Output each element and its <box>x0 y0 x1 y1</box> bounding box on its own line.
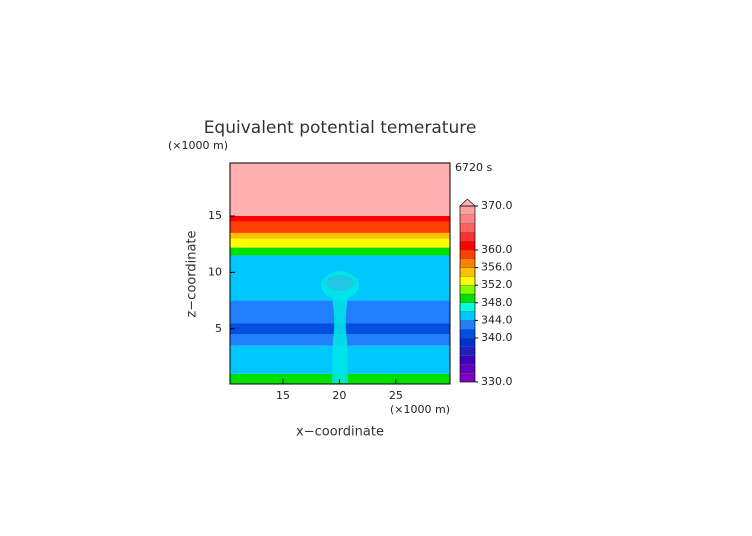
colorbar-cell <box>459 346 476 356</box>
plot-frame <box>229 162 451 385</box>
colorbar-cell <box>459 364 476 374</box>
y-unit: (×1000 m) <box>168 139 228 152</box>
colorbar-cell <box>459 373 476 383</box>
colorbar-cell <box>459 249 476 259</box>
colorbar-tick-label: 370.0 <box>481 199 513 212</box>
colorbar-tick-label: 344.0 <box>481 313 513 326</box>
colorbar-cell <box>459 311 476 321</box>
colorbar-cell <box>459 302 476 312</box>
colorbar-tick-label: 356.0 <box>481 261 513 274</box>
contour-band <box>230 215 450 222</box>
colorbar-over <box>459 198 476 207</box>
colorbar-frame <box>459 205 476 383</box>
contour-band <box>230 232 450 239</box>
time-label: 6720 s <box>455 161 492 174</box>
contour-band <box>230 238 450 248</box>
colorbar-tick-label: 360.0 <box>481 243 513 256</box>
chart-title: Equivalent potential temerature <box>204 118 477 138</box>
y-tick-label: 5 <box>215 322 222 335</box>
y-tick-label: 15 <box>208 209 222 222</box>
colorbar-cell <box>459 241 476 251</box>
x-tick-label: 25 <box>389 389 403 402</box>
x-tick-label: 15 <box>276 389 290 402</box>
colorbar-cell <box>459 232 476 242</box>
colorbar-cell <box>459 258 476 268</box>
colorbar-cell <box>459 276 476 286</box>
colorbar-tick-label: 330.0 <box>481 375 513 388</box>
y-axis-label: z−coordinate <box>185 230 200 317</box>
colorbar-cell <box>459 205 476 215</box>
colorbar-cell <box>459 285 476 295</box>
x-axis-label: x−coordinate <box>296 425 384 440</box>
colorbar-cell <box>459 293 476 303</box>
contour-band <box>230 247 450 256</box>
plume <box>321 271 359 383</box>
colorbar-cell <box>459 355 476 365</box>
contour-band <box>230 221 450 233</box>
colorbar-tick-label: 348.0 <box>481 296 513 309</box>
contour-band <box>230 163 450 216</box>
colorbar-cell <box>459 223 476 233</box>
x-tick-label: 20 <box>332 389 346 402</box>
y-tick-label: 10 <box>208 265 222 278</box>
colorbar-cell <box>459 267 476 277</box>
colorbar-tick-label: 352.0 <box>481 278 513 291</box>
colorbar-cell <box>459 320 476 330</box>
colorbar-cell <box>459 337 476 347</box>
x-unit: (×1000 m) <box>390 403 450 416</box>
plume-cap <box>326 275 354 291</box>
field <box>230 163 450 384</box>
colorbar-cell <box>459 329 476 339</box>
colorbar-tick-label: 340.0 <box>481 331 513 344</box>
colorbar-cell <box>459 214 476 224</box>
